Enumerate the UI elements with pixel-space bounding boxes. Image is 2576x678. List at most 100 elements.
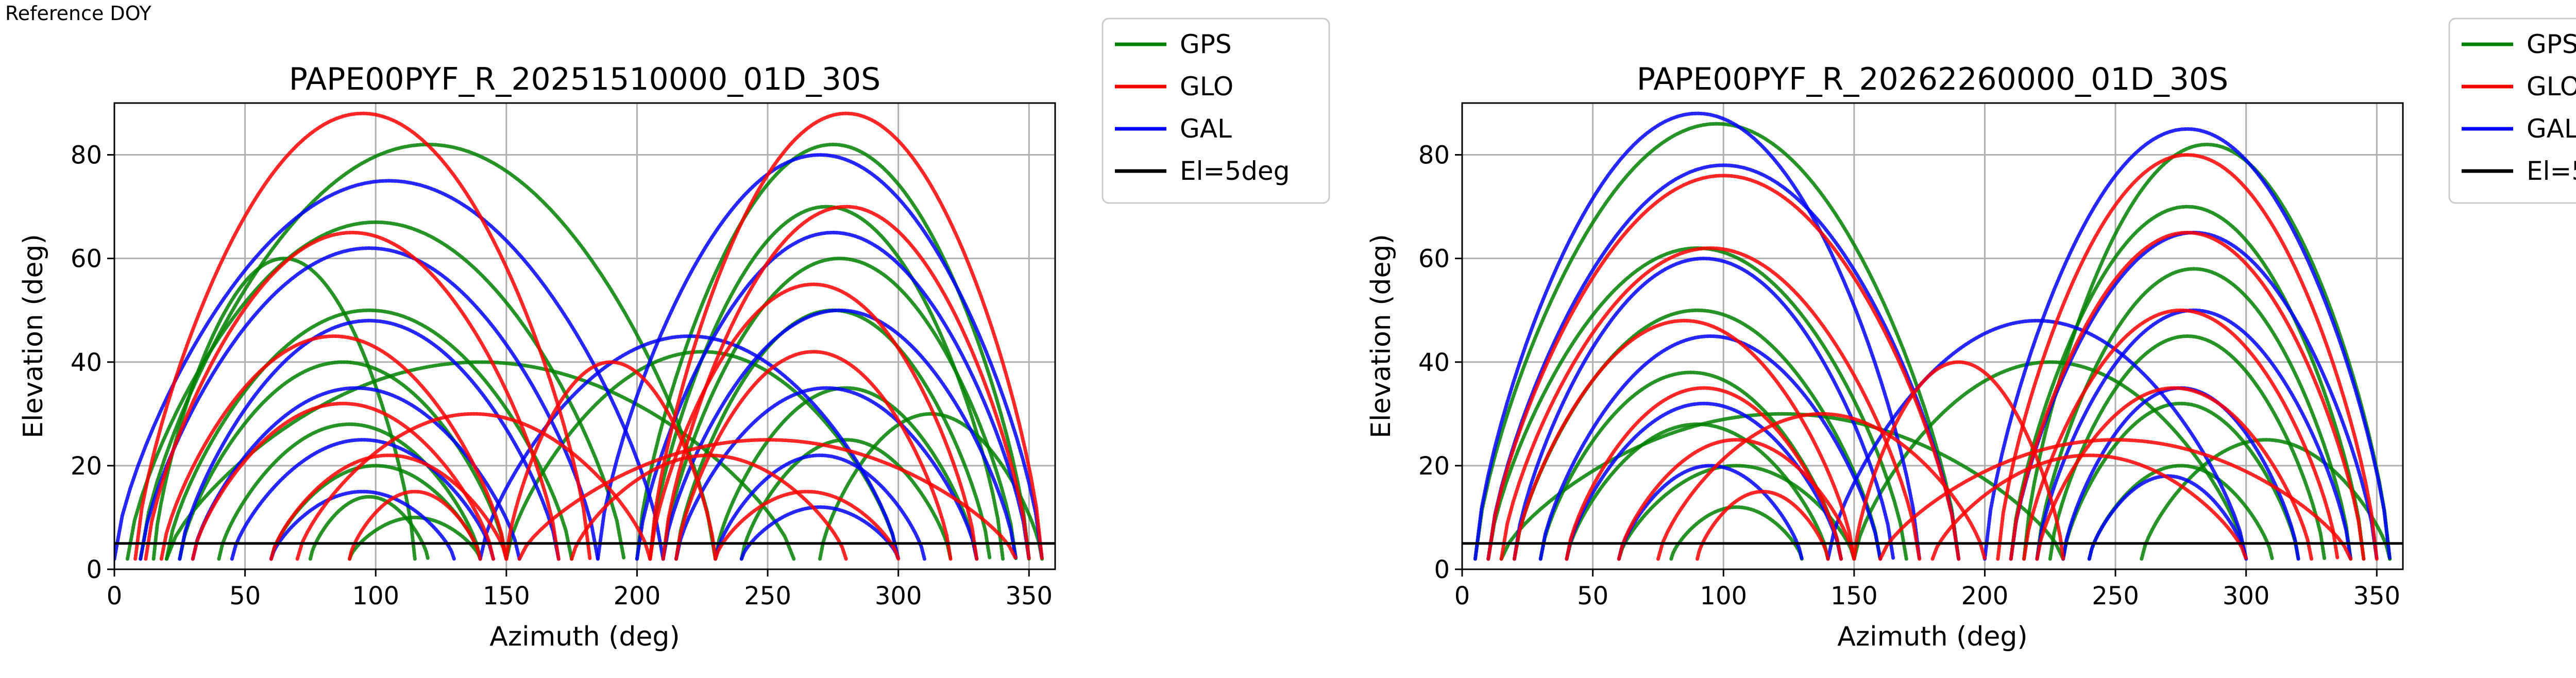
satellite-track-gps [714, 386, 979, 561]
axes-frame [113, 102, 1056, 570]
legend-label: GPS [2527, 29, 2576, 59]
legend-label: El=5deg [2527, 156, 2576, 186]
legend-label: GAL [2527, 114, 2576, 144]
satellite-track-glo [295, 412, 652, 561]
y-axis-label: Elevation (deg) [1366, 234, 1397, 438]
x-tick-label: 0 [1454, 582, 1470, 611]
satellite-track-gps [348, 515, 482, 561]
y-tick-label: 20 [1418, 452, 1450, 481]
satellite-track-glo [2035, 386, 2313, 561]
x-tick-label: 50 [229, 582, 261, 611]
satellite-track-glo [661, 205, 1031, 561]
y-tick-label: 0 [86, 555, 102, 584]
x-tick-label: 100 [1700, 582, 1747, 611]
satellite-track-gps [1499, 412, 2065, 561]
legend-label: El=5deg [1180, 156, 1290, 186]
satellite-track-glo [348, 489, 482, 561]
satellite-track-gal [1617, 464, 1804, 561]
satellite-track-gps [661, 257, 1018, 561]
satellite-track-gal [114, 179, 665, 561]
y-tick-label: 40 [71, 348, 102, 377]
grid-lines [1461, 103, 2403, 570]
satellite-track-gps [2048, 334, 2327, 561]
satellite-track-gps [1473, 122, 1961, 561]
satellite-track-glo [1656, 412, 1987, 561]
chart-title: PAPE00PYF_R_20251510000_01D_30S [289, 61, 880, 97]
satellite-track-gps [1538, 370, 1843, 561]
satellite-track-glo [269, 453, 509, 561]
satellite-track-gps [217, 422, 482, 561]
x-axis-label: Azimuth (deg) [489, 621, 680, 652]
satellite-track-gal [1826, 318, 2248, 561]
legend-label: GLO [1180, 72, 1233, 101]
legend-label: GLO [2527, 72, 2576, 101]
satellite-track-glo [1878, 438, 2353, 561]
satellite-track-gps [2009, 205, 2366, 561]
satellite-track-glo [1617, 438, 1856, 561]
satellite-track-glo [2022, 308, 2340, 561]
satellite-track-glo [674, 350, 953, 561]
satellite-track-glo [159, 334, 509, 561]
satellite-track-gps [1617, 464, 1856, 561]
y-tick-label: 80 [1418, 141, 1450, 170]
satellite-track-glo [144, 230, 561, 561]
satellite-track-gal [674, 386, 979, 561]
satellite-track-glo [1696, 489, 1830, 561]
satellite-track-gps [2022, 142, 2392, 561]
y-tick-label: 80 [71, 141, 102, 170]
satellite-track-glo [504, 360, 718, 561]
x-tick-label: 0 [107, 582, 123, 611]
axes-frame [1461, 102, 2404, 570]
satellite-track-gal [1512, 257, 1895, 561]
satellite-track-glo [1486, 174, 1961, 561]
figure-caption: Reference DOY [5, 2, 151, 25]
y-tick-label: 40 [1418, 348, 1450, 377]
satellite-track-gps [1852, 360, 2248, 561]
satellite-track-gal [191, 386, 521, 561]
satellite-track-glo [1996, 153, 2379, 561]
satellite-track-gal [739, 505, 901, 561]
satellite-track-gps [2061, 401, 2300, 561]
legend: GPS GLO GAL El=5deg [1101, 18, 1330, 204]
x-tick-label: 200 [1961, 582, 2009, 611]
satellite-track-gps [818, 412, 1044, 561]
x-tick-label: 300 [2223, 582, 2270, 611]
legend-label: GPS [1180, 29, 1232, 59]
satellite-track-gal [714, 453, 926, 561]
satellite-track-glo [570, 453, 848, 561]
satellite-track-gps [739, 438, 953, 561]
y-tick-label: 60 [71, 245, 102, 274]
satellite-track-gal [635, 230, 1031, 561]
satellite-track-glo [1512, 318, 1856, 561]
satellite-track-gps [164, 308, 574, 561]
satellite-track-gps [151, 257, 417, 561]
chart-title: PAPE00PYF_R_20262260000_01D_30S [1637, 61, 2228, 97]
data-tracks [1473, 111, 2392, 561]
satellite-track-gal [596, 153, 1044, 561]
satellite-track-glo [1565, 386, 1843, 561]
satellite-track-glo [714, 489, 901, 561]
x-tick-label: 300 [875, 582, 922, 611]
chart-panel-1: PAPE00PYF_R_20251510000_01D_30S 0 50 100 150… [18, 18, 1330, 652]
x-tick-label: 100 [352, 582, 399, 611]
satellite-track-glo [191, 401, 495, 561]
legend-box [1101, 18, 1330, 204]
satellite-track-glo [517, 438, 1018, 561]
satellite-track-gal [1486, 163, 1961, 561]
satellite-track-gal [178, 318, 561, 561]
legend-box [2448, 18, 2576, 204]
x-tick-label: 50 [1577, 582, 1608, 611]
satellite-track-gps [308, 495, 430, 561]
satellite-track-glo [2009, 230, 2366, 561]
data-tracks [114, 111, 1044, 561]
x-tick-label: 350 [1005, 582, 1053, 611]
x-tick-label: 250 [2092, 582, 2139, 611]
legend: GPS GLO GAL El=5deg [2448, 18, 2576, 204]
satellite-track-gal [1473, 111, 1922, 561]
x-tick-label: 150 [1831, 582, 1878, 611]
satellite-track-gps [1669, 505, 1804, 561]
satellite-track-gps [504, 350, 901, 561]
satellite-track-gal [1982, 127, 2392, 561]
satellite-track-glo [1930, 453, 2248, 561]
